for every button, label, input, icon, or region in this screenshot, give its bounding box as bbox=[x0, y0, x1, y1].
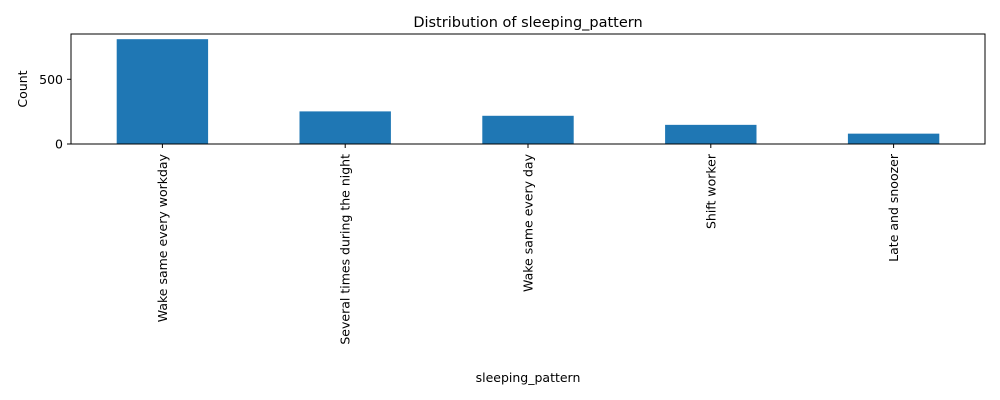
bar bbox=[299, 111, 391, 144]
y-axis-label: Count bbox=[15, 70, 30, 107]
x-tick-label: Several times during the night bbox=[338, 154, 353, 345]
x-axis: Wake same every workday Several times dur… bbox=[155, 144, 901, 345]
y-axis: 0 500 bbox=[39, 72, 71, 152]
bar bbox=[482, 115, 574, 144]
x-tick-label: Shift worker bbox=[703, 153, 718, 229]
x-tick-label: Wake same every workday bbox=[155, 153, 170, 322]
y-tick-label: 500 bbox=[39, 72, 63, 87]
bar bbox=[847, 133, 940, 144]
x-axis-label: sleeping_pattern bbox=[476, 370, 581, 385]
x-tick-label: Late and snoozer bbox=[886, 153, 901, 262]
y-tick-label: 0 bbox=[55, 137, 63, 152]
chart-title: Distribution of sleeping_pattern bbox=[413, 15, 642, 31]
bar bbox=[665, 124, 757, 144]
bar bbox=[116, 39, 209, 144]
bars-group bbox=[116, 39, 940, 144]
x-tick-label: Wake same every day bbox=[521, 153, 536, 292]
